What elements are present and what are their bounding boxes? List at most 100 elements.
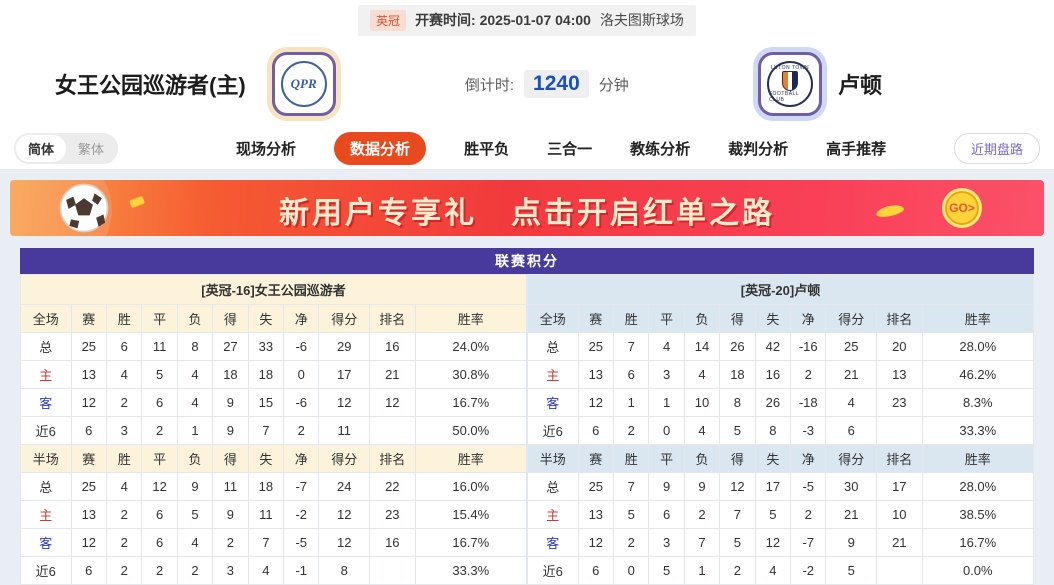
match-info: 英冠 开赛时间: 2025-01-07 04:00 洛夫图斯球场 (358, 4, 696, 36)
stat-cell: -2 (283, 500, 320, 529)
stat-cell: 15.4% (414, 500, 528, 529)
stat-cell: 4 (825, 388, 878, 417)
column-header: 负 (176, 444, 214, 473)
section-label: 全场 (20, 304, 72, 333)
stat-cell: 4 (247, 556, 285, 585)
stat-cell: 13 (577, 360, 615, 389)
language-toggle[interactable]: 简体 繁体 (14, 133, 119, 164)
league-badge: 英冠 (370, 9, 407, 31)
column-header: 胜率 (921, 304, 1035, 333)
table-row: 总 25 7 9 9 12 17 -5 30 17 28.0% (527, 472, 1035, 501)
column-header: 失 (247, 304, 285, 333)
column-header: 得分 (825, 444, 878, 473)
stat-cell: 15 (247, 388, 285, 417)
nav-bar: 简体 繁体 现场分析 数据分析 胜平负 三合一 教练分析 裁判分析 高手推荐 近期盘路 (0, 128, 1054, 170)
stat-cell: 9 (683, 472, 721, 501)
stat-cell: 12 (141, 472, 178, 501)
promo-banner[interactable]: 新用户专享礼 点击开启红单之路 GO> (10, 180, 1044, 236)
column-header: 得 (719, 304, 756, 333)
tab-1[interactable]: 数据分析 (334, 132, 427, 165)
stat-cell: 42 (754, 332, 792, 361)
stat-cell: 30 (825, 472, 878, 501)
column-header: 得 (212, 304, 249, 333)
stat-cell: 11 (247, 500, 285, 529)
stat-cell: 1 (683, 556, 721, 585)
tab-0[interactable]: 现场分析 (236, 141, 297, 158)
luton-crest-icon: LUTON TOWN FOOTBALL CLUB (766, 61, 813, 107)
recent-odds-button[interactable]: 近期盘路 (953, 133, 1040, 164)
home-table-header: [英冠-16]女王公园巡游者 (20, 274, 527, 305)
stat-cell: 25 (577, 472, 615, 501)
stat-cell: 25 (70, 332, 108, 361)
stat-cell: 0 (283, 360, 320, 389)
home-team-name: 女王公园巡游者(主) (55, 73, 246, 98)
stat-cell: 5 (141, 360, 178, 389)
column-header: 赛 (577, 304, 615, 333)
stat-cell: 12 (70, 388, 108, 417)
stat-cell: 7 (683, 528, 721, 557)
stat-cell: 10 (876, 500, 923, 529)
column-header: 赛 (70, 304, 108, 333)
table-row: 客 12 2 6 4 9 15 -6 12 12 16.7% (20, 388, 528, 417)
stat-cell: 14 (683, 332, 721, 361)
table-row: 近6 6 2 2 2 3 4 -1 8 33.3% (20, 556, 528, 585)
stat-cell: 25 (577, 332, 615, 361)
countdown-value: 1240 (524, 70, 589, 98)
stat-cell: 7 (719, 500, 756, 529)
stat-cell: 0.0% (921, 556, 1035, 585)
stat-cell: 38.5% (921, 500, 1035, 529)
column-header: 得分 (318, 304, 371, 333)
top-strip: 英冠 开赛时间: 2025-01-07 04:00 洛夫图斯球场 (0, 0, 1054, 40)
venue: 洛夫图斯球场 (599, 12, 684, 28)
lang-traditional-button[interactable]: 繁体 (78, 142, 105, 157)
stat-cell: 4 (176, 528, 214, 557)
stat-cell: -18 (790, 388, 827, 417)
section-label: 半场 (20, 444, 72, 473)
stat-cell: 33.3% (921, 416, 1035, 445)
stat-cell: 2 (283, 416, 320, 445)
column-header: 净 (790, 304, 827, 333)
section-label: 全场 (527, 304, 579, 333)
table-row: 主 13 5 6 2 7 5 2 21 10 38.5% (527, 500, 1035, 529)
tab-6[interactable]: 高手推荐 (826, 141, 887, 158)
stat-cell: 2 (105, 500, 143, 529)
stat-cell: 21 (369, 360, 416, 389)
column-header: 净 (283, 444, 320, 473)
column-header: 平 (648, 304, 685, 333)
column-header: 得分 (318, 444, 371, 473)
stat-cell: 3 (212, 556, 249, 585)
row-label: 主 (20, 360, 72, 389)
stat-cell: 20 (876, 332, 923, 361)
row-label: 总 (527, 332, 579, 361)
stat-cell: 6 (825, 416, 878, 445)
tab-5[interactable]: 裁判分析 (728, 141, 789, 158)
column-header: 平 (648, 444, 685, 473)
table-row: 总 25 4 12 9 11 18 -7 24 22 16.0% (20, 472, 528, 501)
go-button[interactable]: GO> (942, 188, 982, 228)
column-header: 得 (719, 444, 756, 473)
tab-4[interactable]: 教练分析 (630, 141, 691, 158)
banner-text: 新用户专享礼 点击开启红单之路 (279, 197, 775, 230)
stat-cell: 29 (318, 332, 371, 361)
stat-cell: 2 (105, 528, 143, 557)
lang-simplified-button[interactable]: 简体 (16, 135, 67, 162)
stat-cell: 18 (212, 360, 249, 389)
stat-cell: 2 (683, 500, 721, 529)
stat-cell: 12 (318, 388, 371, 417)
tab-2[interactable]: 胜平负 (464, 141, 510, 158)
stat-cell (369, 416, 416, 445)
stat-cell (876, 416, 923, 445)
row-label: 客 (20, 528, 72, 557)
row-label: 近6 (527, 416, 579, 445)
column-header: 胜 (105, 444, 143, 473)
home-standings-table: [英冠-16]女王公园巡游者 全场赛胜平负得失净得分 排名 胜率总 25 6 11 8 27 3… (20, 274, 528, 585)
match-header: 女王公园巡游者(主) QPR 倒计时: 1240 分钟 LUTON TOWN F… (0, 40, 1054, 128)
away-standings-table: [英冠-20]卢顿 全场赛胜平负得失净得分 排名 胜率总 25 7 4 14 26 42 -16 2… (527, 274, 1035, 585)
section-label: 半场 (527, 444, 579, 473)
row-label: 主 (527, 360, 579, 389)
stat-cell: 1 (648, 388, 685, 417)
column-header: 得 (212, 444, 249, 473)
stat-cell: 27 (212, 332, 249, 361)
tab-3[interactable]: 三合一 (547, 141, 593, 158)
stat-cell: 4 (105, 472, 143, 501)
